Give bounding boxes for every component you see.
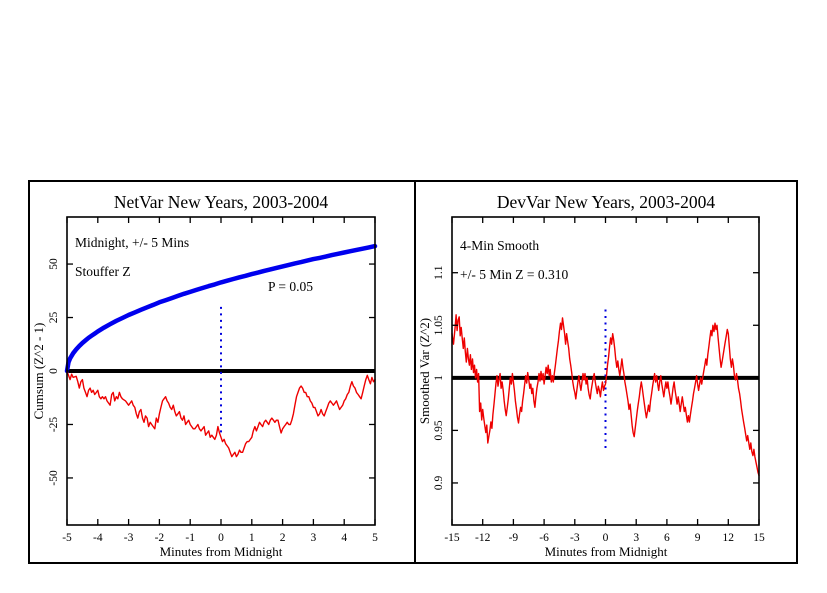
x-tick-label: 12 — [723, 532, 735, 544]
devvar-chart: DevVar New Years, 2003-2004 4-Min Smooth… — [417, 192, 765, 559]
x-tick-label: -2 — [155, 532, 165, 544]
plot-frame — [451, 216, 760, 526]
x-tick-label: -12 — [475, 532, 491, 544]
y-tick-label: 50 — [48, 258, 60, 270]
series-0-path — [451, 314, 760, 477]
x-tick-label: 0 — [603, 532, 609, 544]
netvar-annotation-pvalue: P = 0.05 — [268, 279, 313, 294]
devvar-annotation-zscore: +/- 5 Min Z = 0.310 — [460, 267, 568, 282]
plot-frame — [66, 216, 376, 526]
y-tick-label: 0.9 — [433, 476, 445, 491]
netvar-annotation-stouffer: Stouffer Z — [75, 264, 131, 279]
netvar-chart-panel: NetVar New Years, 2003-2004 Midnight, +/… — [30, 182, 416, 562]
x-tick-label: -15 — [444, 532, 460, 544]
y-tick-label: 1.05 — [433, 315, 445, 335]
x-tick-label: -1 — [185, 532, 195, 544]
netvar-annotation-window: Midnight, +/- 5 Mins — [75, 235, 189, 250]
y-tick-label: 0 — [48, 368, 60, 374]
devvar-chart-title: DevVar New Years, 2003-2004 — [497, 192, 715, 212]
devvar-chart-panel: DevVar New Years, 2003-2004 4-Min Smooth… — [416, 182, 796, 562]
x-tick-label: -3 — [570, 532, 580, 544]
figure-border-box: NetVar New Years, 2003-2004 Midnight, +/… — [28, 180, 798, 564]
y-tick-label: -50 — [48, 470, 60, 486]
y-tick-label: 1 — [433, 375, 445, 381]
devvar-x-axis-label: Minutes from Midnight — [545, 544, 668, 559]
netvar-x-axis-label: Minutes from Midnight — [160, 544, 283, 559]
y-tick-label: 0.95 — [433, 420, 445, 440]
x-tick-label: -4 — [93, 532, 103, 544]
netvar-chart: NetVar New Years, 2003-2004 Midnight, +/… — [31, 192, 378, 559]
series-0-path — [64, 243, 378, 374]
netvar-plot-area: -5 -4 -3 -2 -1 0 1 2 3 4 5 -50 -25 0 25 50 — [48, 216, 378, 544]
x-tick-label: -5 — [62, 532, 72, 544]
x-tick-label: 0 — [218, 532, 224, 544]
x-tick-label: 15 — [753, 532, 765, 544]
x-tick-label: 2 — [280, 532, 286, 544]
x-tick-label: -9 — [509, 532, 519, 544]
devvar-annotation-smooth: 4-Min Smooth — [460, 238, 539, 253]
x-tick-label: -3 — [124, 532, 134, 544]
netvar-chart-title: NetVar New Years, 2003-2004 — [114, 192, 329, 212]
netvar-y-axis-label: Cumsum (Z^2 - 1) — [31, 323, 46, 420]
x-tick-label: -6 — [539, 532, 549, 544]
x-tick-label: 3 — [633, 532, 639, 544]
x-tick-label: 9 — [695, 532, 701, 544]
x-tick-label: 4 — [341, 532, 347, 544]
x-tick-label: 6 — [664, 532, 670, 544]
devvar-plot-area: -15 -12 -9 -6 -3 0 3 6 9 12 15 0.9 0.95 1 1.05 1.1 — [433, 216, 765, 544]
series-1-path — [66, 370, 376, 458]
y-tick-label: -25 — [48, 417, 60, 433]
devvar-y-axis-label: Smoothed Var (Z^2) — [417, 318, 432, 424]
y-tick-label: 1.1 — [433, 265, 445, 280]
y-tick-label: 25 — [48, 312, 60, 324]
x-tick-label: 1 — [249, 532, 255, 544]
x-tick-label: 5 — [372, 532, 378, 544]
x-tick-label: 3 — [311, 532, 317, 544]
